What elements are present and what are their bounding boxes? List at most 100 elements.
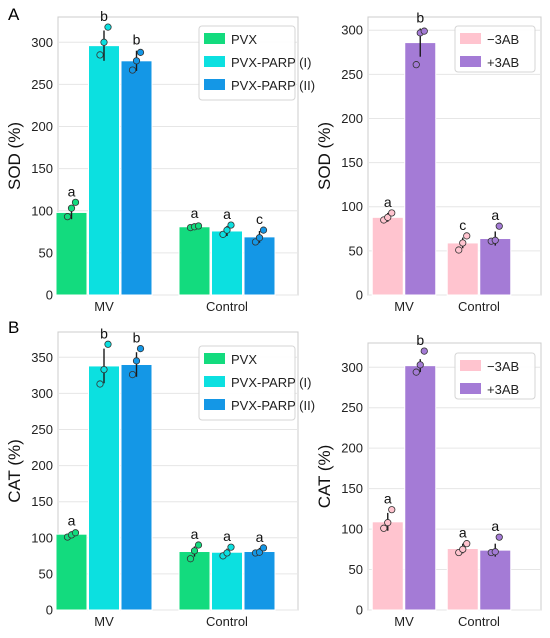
data-point: [455, 246, 463, 254]
significance-letter: a: [191, 526, 199, 542]
y-axis-label: CAT (%): [315, 445, 334, 509]
significance-letter: a: [256, 529, 264, 545]
x-tick-label: MV: [94, 614, 114, 629]
y-tick-label: 200: [341, 441, 363, 456]
significance-letter: a: [491, 207, 499, 223]
data-point: [223, 226, 231, 234]
y-tick-label: 150: [341, 481, 363, 496]
y-tick-label: 50: [349, 562, 363, 577]
y-tick-label: 100: [31, 203, 53, 218]
data-point: [380, 524, 388, 532]
y-tick-label: 350: [31, 350, 53, 365]
legend-label: PVX-PARP (I): [231, 55, 311, 70]
data-point: [190, 547, 199, 555]
y-tick-label: 300: [341, 23, 363, 38]
y-axis-label: SOD (%): [315, 122, 334, 190]
legend-label: PVX-PARP (II): [231, 398, 315, 413]
significance-letter: a: [68, 183, 76, 199]
significance-letter: a: [223, 206, 231, 222]
y-tick-label: 0: [356, 288, 363, 303]
legend-label: −3AB: [487, 32, 519, 47]
legend-swatch: [460, 56, 481, 67]
y-tick-label: 300: [31, 35, 53, 50]
legend-label: +3AB: [487, 382, 519, 397]
x-tick-label: Control: [206, 614, 248, 629]
data-point: [459, 545, 467, 553]
bar: [88, 365, 120, 611]
bar: [55, 533, 88, 611]
significance-letter: b: [133, 330, 141, 346]
data-point: [136, 345, 145, 353]
significance-letter: a: [384, 194, 392, 210]
bar: [211, 230, 243, 296]
chart-cat-vector: 0 50 100 150 200 250 300 350 CAT (%) MV Control a a b…: [5, 325, 315, 629]
y-tick-label: 200: [341, 111, 363, 126]
legend-label: PVX-PARP (I): [231, 375, 311, 390]
y-tick-label: 100: [341, 199, 363, 214]
y-axis-label: CAT (%): [5, 439, 24, 503]
y-tick-label: 300: [341, 360, 363, 375]
data-point: [255, 548, 264, 556]
data-point: [71, 198, 80, 206]
data-point: [416, 361, 424, 369]
data-point: [104, 340, 112, 348]
data-point: [223, 549, 231, 557]
y-tick-label: 50: [349, 243, 363, 258]
data-point: [420, 347, 428, 355]
chart-sod-3ab: 0 50 100 150 200 250 300 SOD (%) MV Control a c b a −3…: [315, 9, 542, 314]
bar: [211, 551, 243, 611]
data-point: [491, 548, 499, 556]
y-tick-label: 0: [46, 603, 53, 618]
data-point: [194, 541, 203, 549]
y-tick-label: 200: [31, 458, 53, 473]
legend-swatch: [204, 399, 225, 410]
bar: [479, 549, 512, 611]
data-point: [259, 226, 268, 234]
bar: [371, 216, 404, 296]
data-point: [71, 529, 80, 537]
y-tick-label: 100: [31, 530, 53, 545]
significance-letter: a: [459, 525, 467, 541]
chart-cat-3ab: 0 50 100 150 200 250 300 CAT (%) MV Control a a b a −3…: [315, 332, 542, 629]
data-point: [132, 357, 141, 365]
data-point: [96, 51, 104, 59]
legend-label: PVX-PARP (II): [231, 78, 315, 93]
significance-letter: a: [491, 518, 499, 534]
significance-letter: b: [133, 32, 141, 48]
bar: [120, 363, 153, 611]
data-point: [459, 239, 467, 247]
significance-letter: a: [68, 512, 76, 528]
data-point: [96, 380, 104, 388]
data-point: [420, 27, 428, 35]
bar: [88, 45, 120, 296]
legend-label: PVX: [231, 32, 257, 47]
y-tick-label: 250: [31, 77, 53, 92]
data-point: [412, 368, 420, 376]
bar: [55, 211, 88, 296]
y-tick-label: 100: [341, 522, 363, 537]
significance-letter: c: [256, 211, 263, 227]
data-point: [384, 519, 392, 527]
data-point: [255, 234, 264, 242]
legend-label: +3AB: [487, 55, 519, 70]
data-point: [104, 23, 112, 31]
y-tick-label: 250: [341, 400, 363, 415]
legend-swatch: [204, 376, 225, 387]
legend-swatch: [460, 383, 481, 394]
y-axis-label: SOD (%): [5, 122, 24, 190]
legend-label: PVX: [231, 352, 257, 367]
y-tick-label: 300: [31, 386, 53, 401]
data-point: [63, 213, 72, 221]
data-point: [388, 506, 396, 514]
bar: [446, 242, 479, 296]
data-point: [227, 543, 235, 551]
significance-letter: c: [459, 217, 466, 233]
bar: [243, 236, 276, 296]
significance-letter: b: [416, 9, 424, 25]
y-tick-label: 200: [31, 119, 53, 134]
panel-label-b: B: [8, 318, 19, 337]
data-point: [128, 66, 137, 74]
bar: [243, 551, 276, 611]
data-point: [67, 204, 76, 212]
legend-swatch: [204, 353, 225, 364]
